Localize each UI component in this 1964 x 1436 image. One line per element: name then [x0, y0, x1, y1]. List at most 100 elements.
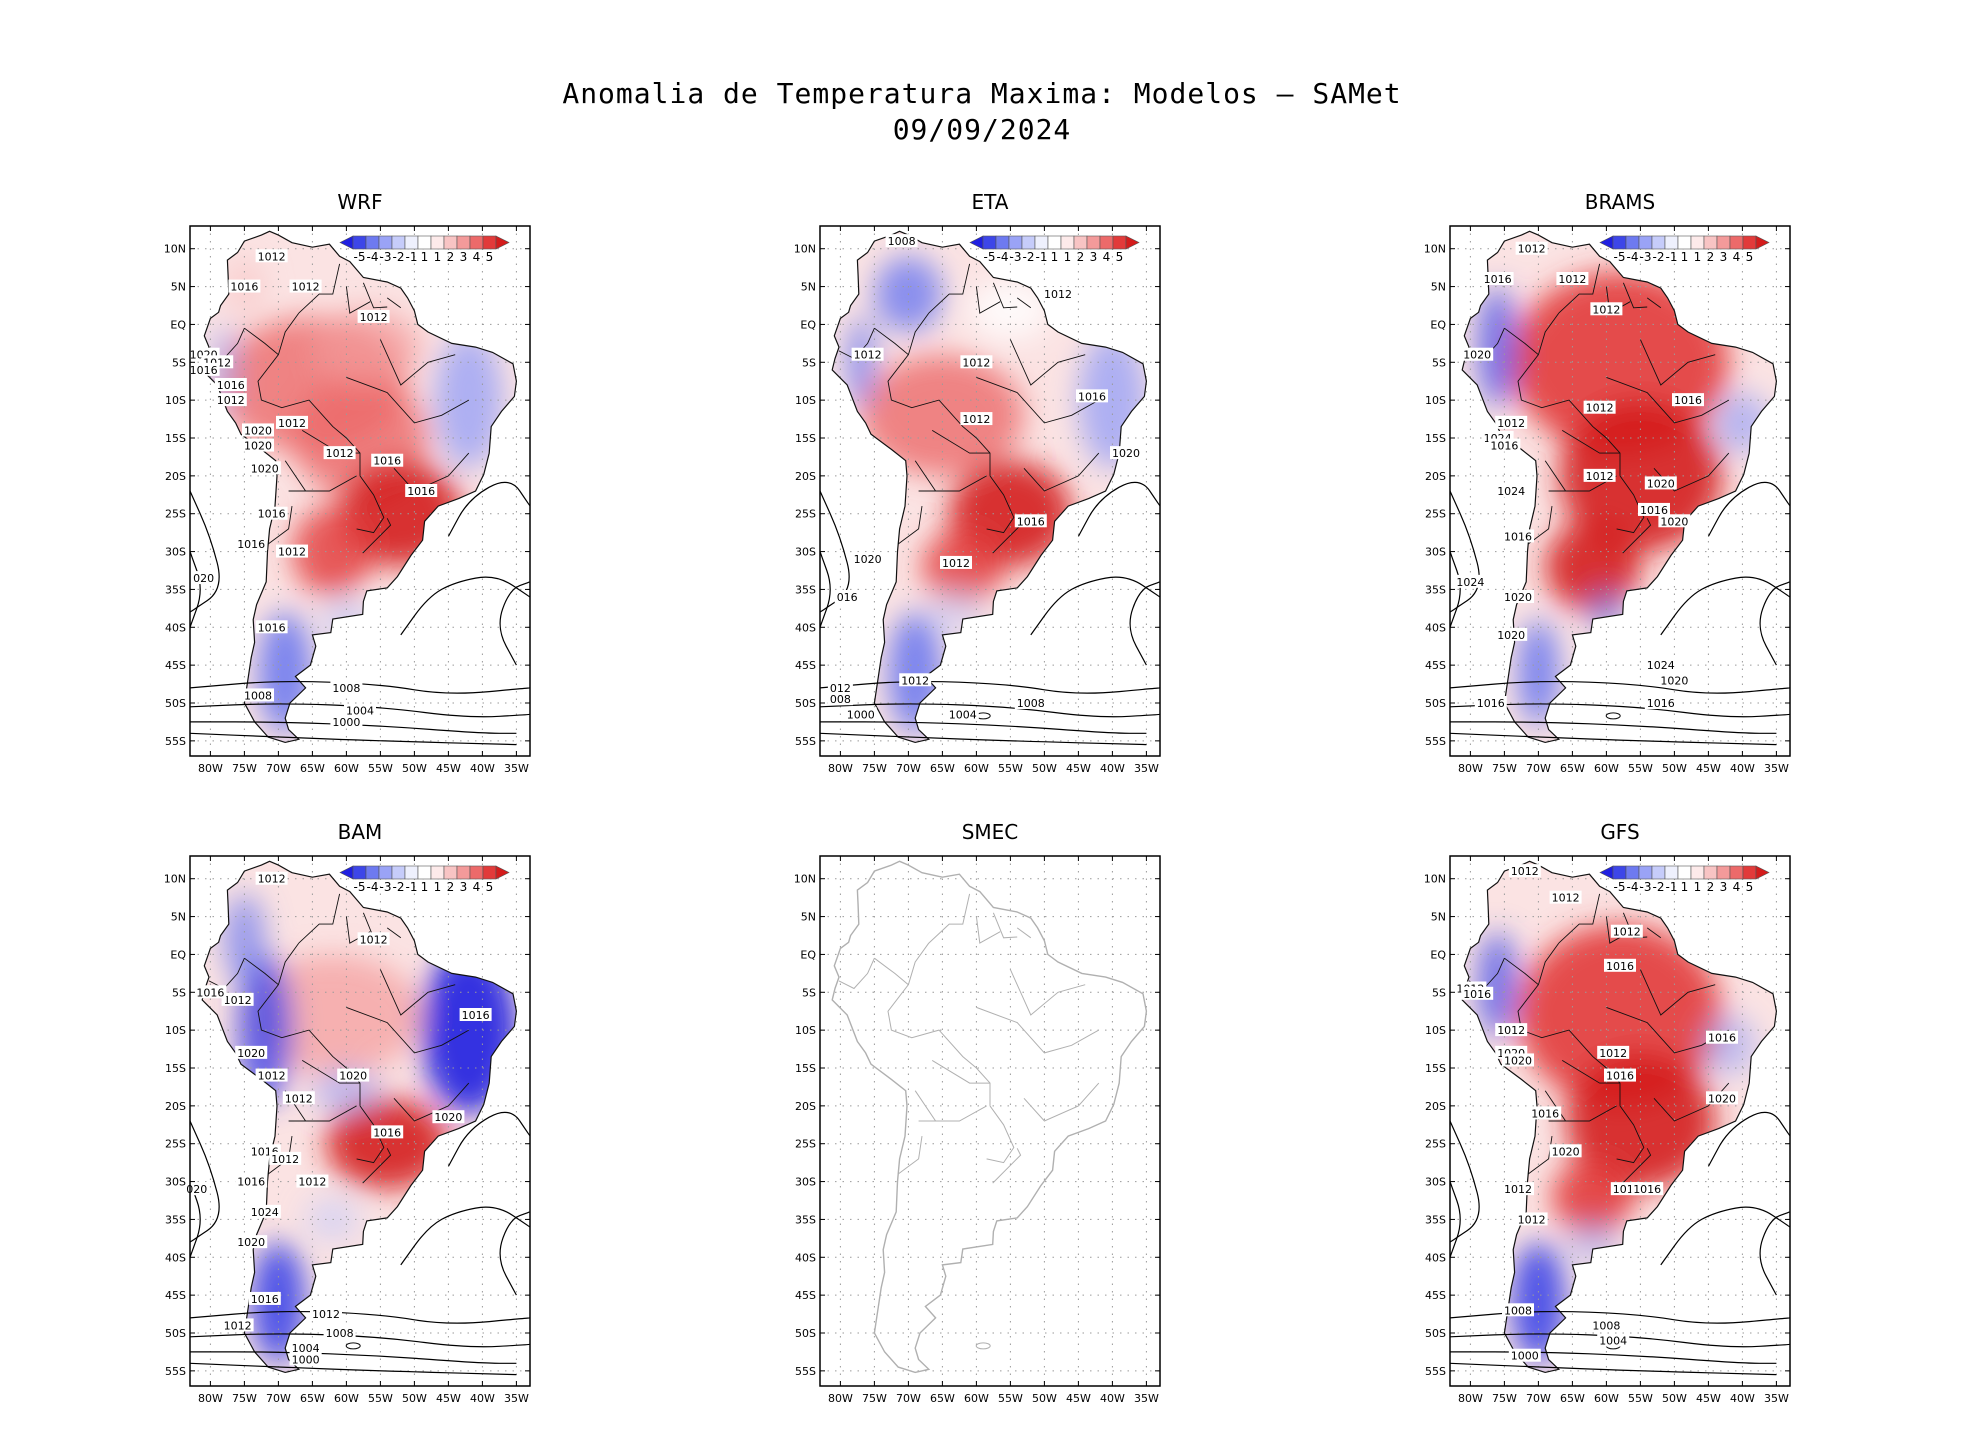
- isobar: [190, 551, 201, 628]
- contour-label: 1004: [292, 1342, 320, 1355]
- border: [1639, 339, 1716, 386]
- lat-label: 25S: [1425, 1138, 1446, 1151]
- contour-label-bg: [221, 992, 254, 1006]
- lat-label: 55S: [1425, 735, 1446, 748]
- contour-label: 1020: [1112, 447, 1140, 460]
- lat-label: 10N: [1424, 243, 1446, 256]
- panel-title: SMEC: [961, 820, 1019, 844]
- colorbar-label: 3: [1090, 250, 1098, 264]
- colorbar-label: -4: [1627, 250, 1639, 264]
- colorbar-swatch: [339, 865, 354, 880]
- border: [1023, 1082, 1100, 1122]
- lon-label: 50W: [402, 762, 427, 775]
- contour-label-bg: [1454, 574, 1487, 588]
- contour-label: 1016: [196, 986, 224, 999]
- border: [208, 958, 245, 990]
- border: [931, 430, 990, 454]
- contour-label: 1000: [292, 1354, 320, 1367]
- border: [986, 1105, 1015, 1164]
- contour-label: 1008: [1592, 1319, 1620, 1332]
- colorbar-swatch: [1664, 865, 1679, 880]
- colorbar-label: 5: [1746, 880, 1754, 894]
- contour-label-bg: [1706, 1091, 1738, 1105]
- isobar: [820, 551, 831, 628]
- isobar: [1450, 490, 1480, 613]
- colorbar-swatch: [365, 235, 380, 250]
- colorbar-swatch: [1638, 235, 1653, 250]
- lat-label: 5S: [1432, 356, 1446, 369]
- contour-label-bg: [1502, 1053, 1534, 1067]
- isobar: [400, 576, 530, 636]
- contour-label-bg: [235, 1174, 268, 1188]
- contour-label-bg: [289, 279, 322, 293]
- colorbar-label: 1: [1681, 250, 1689, 264]
- colorbar-swatch: [469, 235, 484, 250]
- contour-label-bg: [1502, 1303, 1534, 1317]
- contour-label-bg: [289, 1352, 322, 1366]
- border: [1616, 475, 1645, 534]
- plot-frame: [819, 855, 1161, 1387]
- colorbar-swatch: [1703, 865, 1718, 880]
- lat-label: 10S: [165, 1024, 186, 1037]
- colorbar-label: -4: [367, 250, 379, 264]
- isobar: [1077, 481, 1160, 537]
- contour-label: 1016: [1463, 988, 1491, 1001]
- contour-label: 1020: [237, 1236, 265, 1249]
- contour-label: 1004: [1599, 1335, 1627, 1348]
- contour-label: 1012: [258, 250, 286, 263]
- contour-label-bg: [323, 1326, 356, 1339]
- lat-label: 10N: [164, 873, 186, 886]
- contour-label: 008: [830, 693, 851, 706]
- border: [1517, 312, 1621, 476]
- contour-label-bg: [248, 461, 281, 475]
- border: [356, 1105, 385, 1164]
- lon-label: 80W: [198, 1392, 223, 1405]
- colorbar-label: -4: [997, 250, 1009, 264]
- border: [1646, 927, 1662, 939]
- border: [992, 282, 1018, 309]
- contour-label: 1016: [1606, 960, 1634, 973]
- colorbar-label: 2: [447, 880, 455, 894]
- colorbar-label: 1: [421, 880, 429, 894]
- isobar: [1450, 1181, 1461, 1258]
- colorbar-swatch: [456, 865, 471, 880]
- colorbar-swatch: [456, 235, 471, 250]
- contour-label-bg: [357, 309, 390, 323]
- falkland-islands: [1605, 712, 1621, 720]
- anomaly-region: [319, 597, 374, 643]
- anomaly-field: [202, 231, 517, 743]
- border: [887, 942, 991, 1106]
- contour-label: 1016: [1490, 440, 1518, 453]
- border: [874, 327, 909, 356]
- colorbar-label: 2: [1707, 250, 1715, 264]
- lat-label: 5N: [171, 281, 186, 294]
- lat-label: 40S: [165, 1251, 186, 1264]
- anomaly-region: [312, 309, 422, 385]
- anomaly-region: [928, 589, 984, 635]
- border: [284, 1090, 357, 1122]
- lon-label: 70W: [266, 762, 291, 775]
- contour-label-bg: [1110, 446, 1142, 460]
- contour-label-bg: [851, 552, 884, 566]
- lat-label: 45S: [1425, 659, 1446, 672]
- border: [928, 263, 971, 314]
- border: [975, 286, 1001, 314]
- lat-label: 15S: [1425, 1062, 1446, 1075]
- contour-label-bg: [371, 1125, 404, 1139]
- colorbar-label: -2: [1653, 250, 1665, 264]
- colorbar-swatch: [404, 865, 419, 880]
- contour-label-bg: [1461, 347, 1494, 361]
- isobar: [820, 680, 1160, 694]
- isobar: [499, 1211, 530, 1296]
- border: [1527, 1136, 1553, 1175]
- contour-label-bg: [242, 688, 274, 702]
- colorbar-label: 4: [473, 880, 481, 894]
- lat-label: 30S: [1425, 546, 1446, 559]
- lon-label: 35W: [1764, 762, 1789, 775]
- lon-label: 45W: [1066, 1392, 1091, 1405]
- isobar: [820, 703, 1160, 718]
- contour-label: 1012: [1497, 1024, 1525, 1037]
- isobar: [1450, 1333, 1790, 1348]
- contour-label-bg: [235, 537, 268, 550]
- contour-label: 1012: [1599, 1047, 1627, 1060]
